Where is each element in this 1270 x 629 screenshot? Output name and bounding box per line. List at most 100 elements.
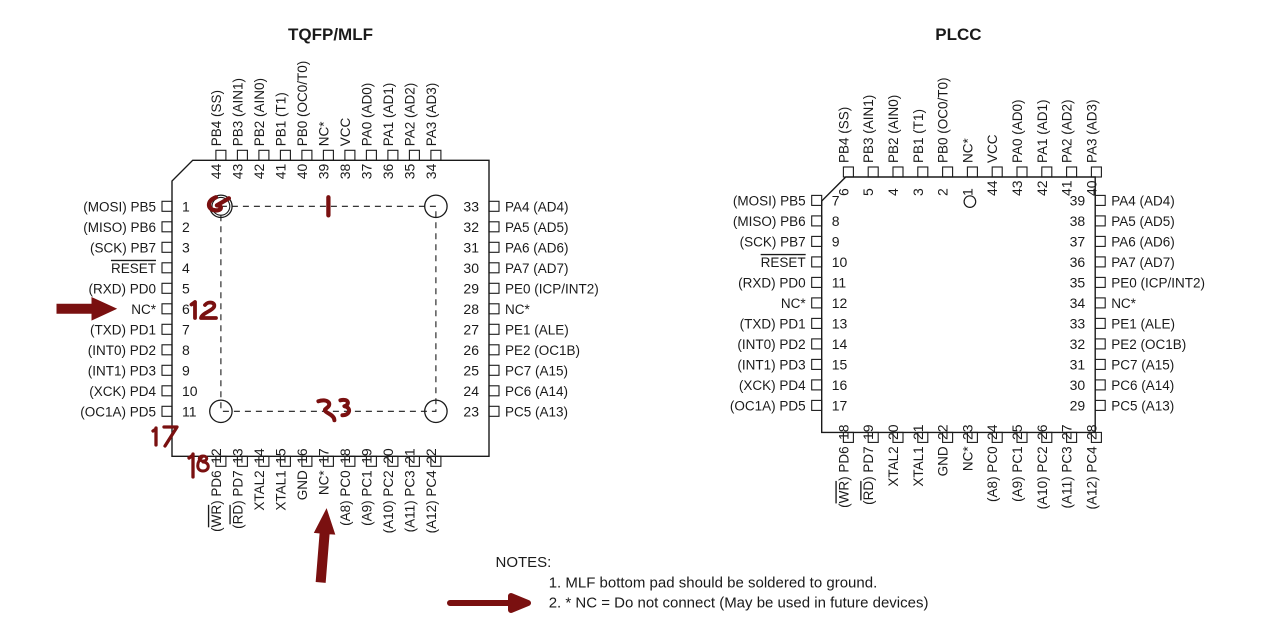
svg-text:PA2 (AD2): PA2 (AD2) xyxy=(402,83,417,147)
svg-text:PA5 (AD5): PA5 (AD5) xyxy=(505,220,569,235)
svg-text:(OC1A) PD5: (OC1A) PD5 xyxy=(730,398,806,413)
svg-text:RESET: RESET xyxy=(761,255,806,270)
svg-text:PC6 (A14): PC6 (A14) xyxy=(1111,378,1174,393)
svg-text:(RXD) PD0: (RXD) PD0 xyxy=(738,275,806,290)
svg-text:PA4 (AD4): PA4 (AD4) xyxy=(505,199,569,214)
svg-text:NC*: NC* xyxy=(1111,296,1136,311)
svg-text:(A12) PC4: (A12) PC4 xyxy=(1084,446,1099,510)
svg-text:28: 28 xyxy=(463,301,479,317)
svg-text:1. MLF bottom pad should be so: 1. MLF bottom pad should be soldered to … xyxy=(549,574,878,591)
svg-text:NC*: NC* xyxy=(131,302,156,317)
svg-text:19: 19 xyxy=(860,424,876,440)
svg-text:PB2 (AIN0): PB2 (AIN0) xyxy=(886,95,901,163)
svg-text:28: 28 xyxy=(1083,424,1099,440)
svg-text:VCC: VCC xyxy=(985,134,1000,163)
svg-text:(INT0) PD2: (INT0) PD2 xyxy=(88,343,156,358)
svg-text:4: 4 xyxy=(182,260,190,276)
svg-text:13: 13 xyxy=(832,315,848,331)
svg-text:20: 20 xyxy=(380,448,396,464)
svg-text:(INT1) PD3: (INT1) PD3 xyxy=(88,363,156,378)
svg-text:PB2 (AIN0): PB2 (AIN0) xyxy=(252,78,267,146)
svg-text:2: 2 xyxy=(182,219,190,235)
svg-text:23: 23 xyxy=(463,403,479,419)
svg-text:VCC: VCC xyxy=(338,118,353,147)
svg-text:(TXD) PD1: (TXD) PD1 xyxy=(740,316,806,331)
svg-text:PE0 (ICP/INT2): PE0 (ICP/INT2) xyxy=(505,281,599,296)
svg-text:4: 4 xyxy=(885,188,901,196)
svg-text:NOTES:: NOTES: xyxy=(496,554,552,571)
svg-text:44: 44 xyxy=(984,180,1000,196)
svg-text:(INT0) PD2: (INT0) PD2 xyxy=(737,337,805,352)
svg-text:(MISO) PB6: (MISO) PB6 xyxy=(733,214,806,229)
svg-text:XTAL2: XTAL2 xyxy=(252,470,267,510)
svg-text:PA1 (AD1): PA1 (AD1) xyxy=(381,83,396,147)
svg-text:37: 37 xyxy=(358,164,374,180)
svg-text:PC5 (A13): PC5 (A13) xyxy=(505,404,568,419)
svg-text:15: 15 xyxy=(272,448,288,464)
svg-text:NC*: NC* xyxy=(316,470,331,495)
svg-text:9: 9 xyxy=(832,233,840,249)
svg-text:25: 25 xyxy=(463,362,479,378)
svg-text:25: 25 xyxy=(1009,424,1025,440)
svg-text:41: 41 xyxy=(272,164,288,180)
svg-text:PE1 (ALE): PE1 (ALE) xyxy=(505,322,569,337)
svg-text:(RD) PD7: (RD) PD7 xyxy=(861,446,876,505)
svg-text:XTAL1: XTAL1 xyxy=(911,446,926,486)
svg-text:8: 8 xyxy=(832,213,840,229)
svg-text:PC6 (A14): PC6 (A14) xyxy=(505,384,568,399)
svg-text:(XCK) PD4: (XCK) PD4 xyxy=(89,384,156,399)
svg-text:12: 12 xyxy=(832,295,848,311)
svg-text:(XCK) PD4: (XCK) PD4 xyxy=(739,378,806,393)
svg-text:2: 2 xyxy=(935,188,951,196)
svg-text:39: 39 xyxy=(1070,192,1086,208)
svg-text:PB0 (OC0/T0): PB0 (OC0/T0) xyxy=(936,77,951,163)
svg-text:18: 18 xyxy=(337,448,353,464)
svg-text:31: 31 xyxy=(1070,356,1086,372)
svg-text:GND: GND xyxy=(295,470,310,500)
svg-text:5: 5 xyxy=(182,280,190,296)
svg-text:PE1 (ALE): PE1 (ALE) xyxy=(1111,316,1175,331)
svg-text:PA3 (AD3): PA3 (AD3) xyxy=(424,83,439,147)
svg-text:PA6 (AD6): PA6 (AD6) xyxy=(1111,234,1175,249)
svg-text:14: 14 xyxy=(832,336,848,352)
svg-text:(WR) PD6: (WR) PD6 xyxy=(836,446,851,508)
svg-text:(A10) PC2: (A10) PC2 xyxy=(381,470,396,533)
svg-text:2. * NC = Do not connect (May: 2. * NC = Do not connect (May be used in… xyxy=(549,594,929,611)
svg-text:40: 40 xyxy=(1083,180,1099,196)
svg-text:26: 26 xyxy=(463,342,479,358)
svg-text:(WR) PD6: (WR) PD6 xyxy=(209,470,224,532)
svg-text:11: 11 xyxy=(832,274,847,290)
svg-text:PLCC: PLCC xyxy=(935,25,981,44)
svg-text:35: 35 xyxy=(401,164,417,180)
svg-text:(INT1) PD3: (INT1) PD3 xyxy=(737,357,805,372)
svg-text:17: 17 xyxy=(315,448,331,464)
svg-text:20: 20 xyxy=(885,424,901,440)
svg-text:33: 33 xyxy=(463,198,479,214)
svg-text:PE2 (OC1B): PE2 (OC1B) xyxy=(505,343,580,358)
svg-text:(MOSI) PB5: (MOSI) PB5 xyxy=(733,193,806,208)
svg-text:NC*: NC* xyxy=(960,446,975,471)
svg-text:26: 26 xyxy=(1034,424,1050,440)
svg-text:PB3 (AIN1): PB3 (AIN1) xyxy=(861,95,876,163)
svg-text:PA7 (AD7): PA7 (AD7) xyxy=(505,261,569,276)
svg-text:36: 36 xyxy=(380,164,396,180)
svg-text:29: 29 xyxy=(463,280,479,296)
svg-text:8: 8 xyxy=(182,342,190,358)
svg-text:NC*: NC* xyxy=(781,296,806,311)
svg-text:(A9) PC1: (A9) PC1 xyxy=(359,470,374,526)
svg-text:43: 43 xyxy=(1009,180,1025,196)
svg-text:RESET: RESET xyxy=(111,261,156,276)
svg-text:24: 24 xyxy=(463,383,479,399)
svg-text:21: 21 xyxy=(401,448,417,464)
svg-text:32: 32 xyxy=(463,219,479,235)
svg-text:31: 31 xyxy=(463,239,479,255)
svg-text:1: 1 xyxy=(182,198,190,214)
svg-text:(A12) PC4: (A12) PC4 xyxy=(424,470,439,534)
svg-text:(A11) PC3: (A11) PC3 xyxy=(402,470,417,532)
svg-text:(A11) PC3: (A11) PC3 xyxy=(1060,446,1075,508)
svg-text:PC5 (A13): PC5 (A13) xyxy=(1111,398,1174,413)
svg-text:36: 36 xyxy=(1070,254,1086,270)
svg-text:23: 23 xyxy=(959,424,975,440)
svg-text:30: 30 xyxy=(463,260,479,276)
svg-text:17: 17 xyxy=(832,397,848,413)
